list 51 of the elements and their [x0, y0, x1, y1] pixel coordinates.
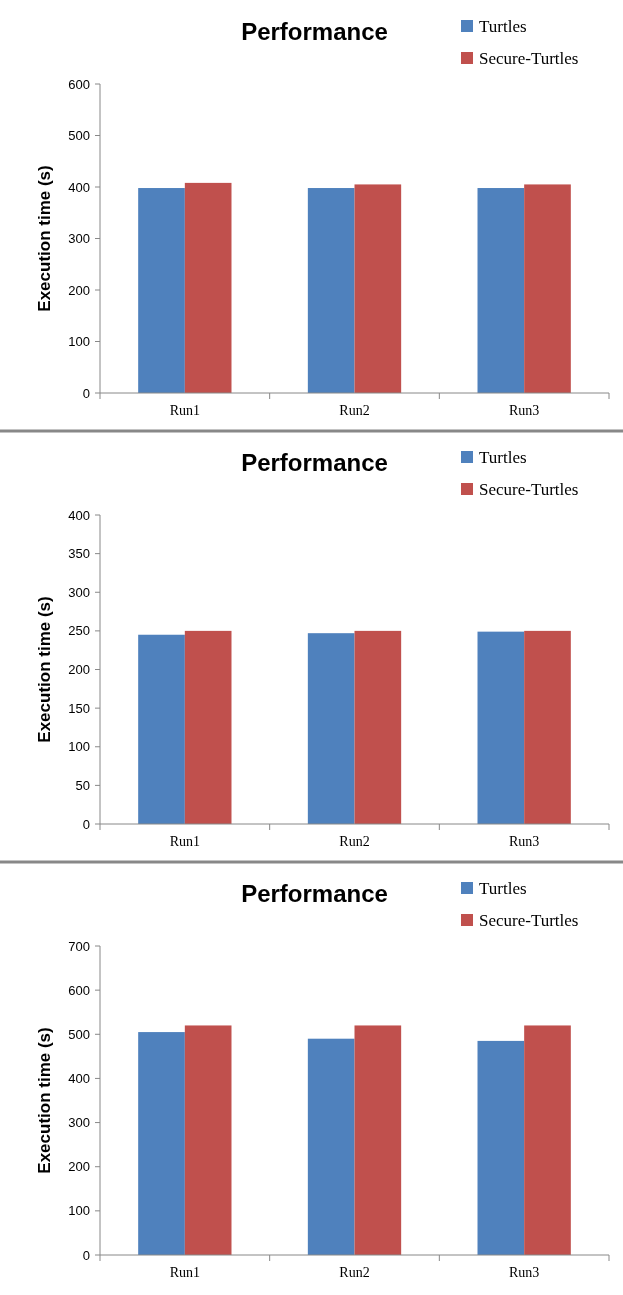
- y-tick-label: 100: [68, 334, 90, 350]
- y-tick-label: 100: [68, 1203, 90, 1219]
- y-tick-label: 400: [68, 1070, 90, 1086]
- x-tick-label: Run2: [339, 834, 370, 849]
- x-tick-label: Run3: [508, 1265, 540, 1280]
- bar: [307, 1038, 355, 1255]
- legend-label: Secure-Turtles: [479, 910, 579, 930]
- bar: [477, 1040, 525, 1255]
- y-tick-label: 0: [82, 385, 90, 401]
- y-tick-label: 300: [68, 584, 90, 600]
- legend-label: Turtles: [479, 447, 527, 467]
- x-tick-label: Run3: [508, 834, 540, 849]
- legend-label: Secure-Turtles: [479, 48, 579, 68]
- y-tick-label: 150: [68, 700, 90, 716]
- y-tick-label: 100: [68, 739, 90, 755]
- y-tick-label: 500: [68, 1026, 90, 1042]
- y-tick-label: 600: [68, 982, 90, 998]
- legend-label: Secure-Turtles: [479, 479, 579, 499]
- y-axis-title: Execution time (s): [35, 596, 54, 743]
- bar: [184, 1025, 232, 1255]
- y-tick-label: 300: [68, 231, 90, 247]
- chart-title: Performance: [241, 18, 388, 45]
- bar: [138, 1032, 185, 1255]
- x-tick-label: Run3: [508, 403, 540, 418]
- chart-title: Performance: [241, 449, 388, 476]
- y-axis-title: Execution time (s): [35, 165, 54, 312]
- y-tick-label: 600: [68, 76, 90, 92]
- y-tick-label: 500: [68, 128, 90, 144]
- y-tick-label: 200: [68, 662, 90, 678]
- y-axis-title: Execution time (s): [35, 1027, 54, 1174]
- x-tick-label: Run1: [169, 1265, 201, 1280]
- x-tick-label: Run2: [339, 403, 370, 418]
- legend-label: Turtles: [479, 878, 527, 898]
- y-tick-label: 200: [68, 1159, 90, 1175]
- y-tick-label: 250: [68, 623, 90, 639]
- y-tick-label: 200: [68, 282, 90, 298]
- x-tick-label: Run1: [169, 834, 201, 849]
- x-tick-label: Run1: [169, 403, 201, 418]
- x-tick-label: Run2: [339, 1265, 370, 1280]
- y-tick-label: 300: [68, 1115, 90, 1131]
- legend-label: Turtles: [479, 16, 527, 36]
- y-tick-label: 0: [82, 1247, 90, 1263]
- bar: [524, 1025, 571, 1255]
- y-tick-label: 700: [68, 938, 90, 954]
- chart-title: Performance: [241, 880, 388, 907]
- bar: [354, 1025, 402, 1255]
- y-tick-label: 400: [68, 507, 90, 523]
- y-tick-label: 50: [75, 777, 90, 793]
- y-tick-label: 0: [82, 816, 90, 832]
- y-tick-label: 350: [68, 546, 90, 562]
- y-tick-label: 400: [68, 179, 90, 195]
